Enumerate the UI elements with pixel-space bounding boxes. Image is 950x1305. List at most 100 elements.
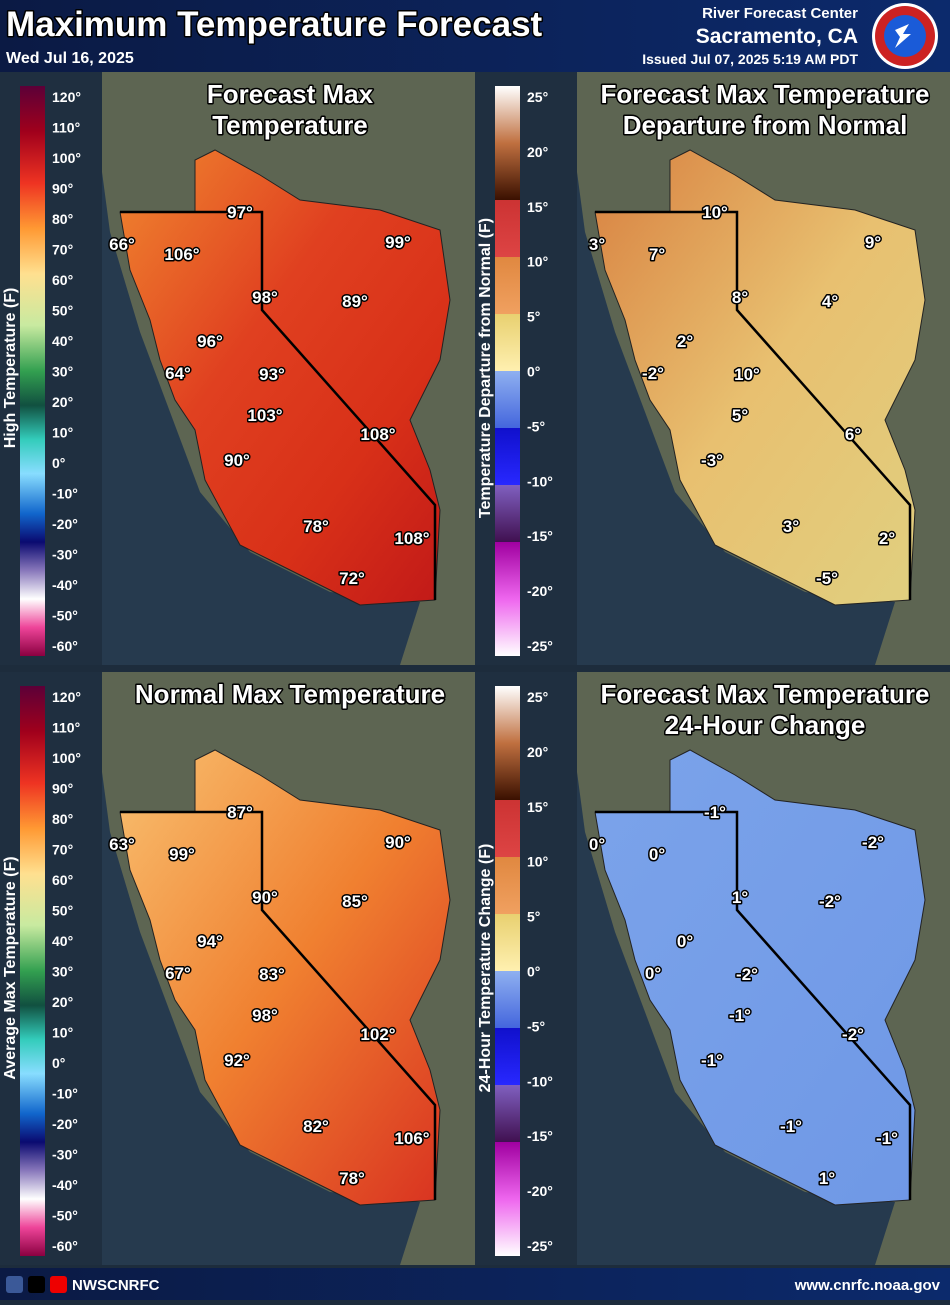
legend-tick-label: -20°: [527, 1183, 553, 1199]
map-value-label: 1°: [732, 888, 748, 907]
map-value-label: 90°: [252, 888, 278, 907]
legend-label: Average Max Temperature (F): [2, 856, 19, 1079]
map-value-label: 3°: [589, 235, 605, 254]
legend-tick-label: 40°: [52, 333, 73, 349]
map-value-label: 99°: [385, 233, 411, 252]
legend-tick-label: 110°: [52, 720, 80, 736]
legend-tick-label: 10°: [52, 1025, 73, 1041]
legend-tick-label: -20°: [52, 1116, 78, 1132]
legend-tick-label: 40°: [52, 933, 73, 949]
nws-logo: [872, 3, 938, 69]
legend-tick-label: 10°: [527, 254, 548, 270]
legend-tick-label: 60°: [52, 872, 73, 888]
legend-bg: [475, 72, 577, 665]
map-value-label: 108°: [394, 529, 429, 548]
panel-title: Normal Max Temperature: [135, 679, 445, 709]
map-value-label: 0°: [649, 845, 665, 864]
map-value-label: -2°: [819, 892, 841, 911]
legend-tick-label: 100°: [52, 750, 81, 766]
legend-tick-label: -60°: [52, 1238, 78, 1254]
state-border: [595, 810, 912, 1200]
legend-tick-label: -10°: [527, 473, 553, 489]
legend-tick-label: 0°: [527, 364, 540, 380]
legend-tick-label: 10°: [52, 425, 73, 441]
legend-tick-label: -20°: [52, 516, 78, 532]
map-value-label: 0°: [589, 835, 605, 854]
legend-tick-label: 50°: [52, 903, 73, 919]
data-region: [119, 749, 451, 1206]
map-value-label: 90°: [224, 451, 250, 470]
map-value-label: 103°: [247, 406, 282, 425]
map-value-label: 94°: [197, 932, 223, 951]
legend-tick-label: 120°: [52, 689, 81, 705]
state-border: [595, 210, 912, 600]
legend-bg: [0, 72, 102, 665]
map-value-label: 4°: [822, 292, 838, 311]
map-value-label: -2°: [862, 833, 884, 852]
date: Wed Jul 16, 2025: [6, 50, 134, 67]
legend-tick-label: 15°: [527, 199, 548, 215]
legend-tick-label: -40°: [52, 577, 78, 593]
panel-title: 24-Hour Change: [665, 710, 866, 740]
legend-tick-label: 5°: [527, 309, 540, 325]
legend-tick-label: 80°: [52, 211, 73, 227]
state-border: [120, 210, 437, 600]
map-value-label: -2°: [842, 1025, 864, 1044]
legend-tick-label: 25°: [527, 89, 548, 105]
footer-bar: [0, 1268, 950, 1300]
legend-tick-label: -50°: [52, 1208, 78, 1224]
map-value-label: 7°: [649, 245, 665, 264]
legend-tick-label: 60°: [52, 272, 73, 288]
map-value-label: 64°: [165, 364, 191, 383]
map-value-label: 106°: [164, 245, 199, 264]
legend-tick-label: 20°: [52, 994, 73, 1010]
legend-tick-label: 0°: [52, 1055, 65, 1071]
legend-label: Temperature Departure from Normal (F): [477, 218, 494, 518]
legend-tick-label: 80°: [52, 811, 73, 827]
map-value-label: 83°: [259, 965, 285, 984]
legend-tick-label: 110°: [52, 120, 80, 136]
map-value-label: 87°: [227, 803, 253, 822]
map-value-label: -3°: [701, 451, 723, 470]
map-value-label: 90°: [385, 833, 411, 852]
legend-tick-label: 25°: [527, 689, 548, 705]
legend-tick-label: 90°: [52, 181, 73, 197]
map-value-label: -2°: [736, 965, 758, 984]
map-value-label: 5°: [732, 406, 748, 425]
header-bar: [0, 0, 950, 72]
map-value-label: 8°: [732, 288, 748, 307]
map-value-label: -1°: [780, 1117, 802, 1136]
social-icons: [6, 1276, 67, 1293]
map-value-label: 99°: [169, 845, 195, 864]
map-value-label: 89°: [342, 292, 368, 311]
map-value-label: 78°: [303, 517, 329, 536]
legend-tick-label: 70°: [52, 842, 73, 858]
map-value-label: -1°: [704, 803, 726, 822]
map-value-label: 63°: [109, 835, 135, 854]
colorbar: [495, 686, 520, 1256]
legend-tick-label: 30°: [52, 964, 73, 980]
map-value-label: 98°: [252, 288, 278, 307]
data-region: [119, 149, 451, 606]
legend-bg: [475, 672, 577, 1265]
issued: Issued Jul 07, 2025 5:19 AM PDT: [642, 51, 858, 67]
panel-title: Forecast Max Temperature: [601, 79, 930, 109]
legend-tick-label: -40°: [52, 1177, 78, 1193]
title: Maximum Temperature Forecast: [6, 5, 543, 44]
panel: 120° 110° 100° 90° 80° 70° 60° 50° 40° 30° 20° 10° 0…: [0, 72, 475, 665]
map-value-label: 102°: [360, 1025, 395, 1044]
panel-title: Forecast Max Temperature: [601, 679, 930, 709]
map-value-label: 106°: [394, 1129, 429, 1148]
legend-tick-label: 10°: [527, 854, 548, 870]
legend-tick-label: 15°: [527, 799, 548, 815]
map-value-label: 0°: [677, 932, 693, 951]
legend-tick-label: 5°: [527, 909, 540, 925]
panel-title: Departure from Normal: [623, 110, 908, 140]
map-value-label: 97°: [227, 203, 253, 222]
legend-tick-label: -10°: [52, 1086, 78, 1102]
data-region: [594, 749, 926, 1206]
office: River Forecast Center: [702, 5, 858, 22]
map-value-label: 1°: [819, 1169, 835, 1188]
map-value-label: 82°: [303, 1117, 329, 1136]
